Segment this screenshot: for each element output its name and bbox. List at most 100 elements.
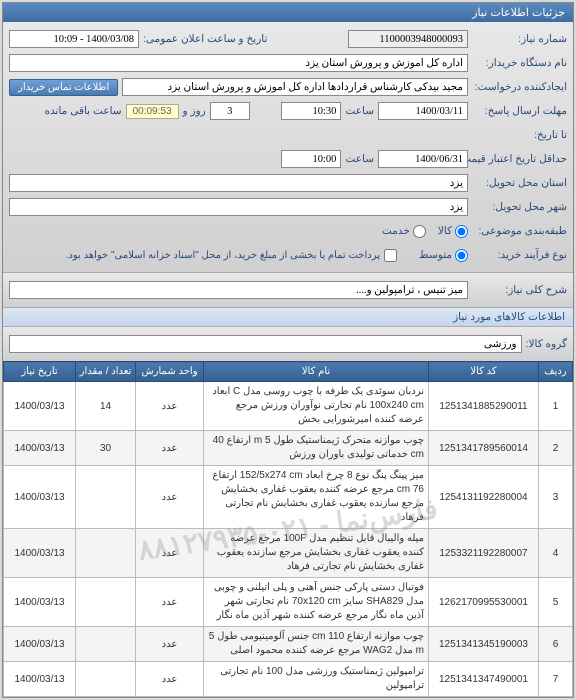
- cell-qty: [76, 627, 136, 662]
- radio-goods-input[interactable]: [455, 225, 468, 238]
- radio-service-label: خدمت: [382, 225, 410, 237]
- delivery-state-field: [9, 174, 468, 192]
- treasury-checkbox[interactable]: پرداخت تمام یا بخشی از مبلغ خرید، از محل…: [66, 249, 397, 262]
- items-section-header: اطلاعات کالاهای مورد نیاز: [3, 307, 573, 327]
- need-number-field: [348, 30, 468, 48]
- cell-code: 1251341345190003: [429, 627, 539, 662]
- cell-qty: [76, 466, 136, 529]
- cell-name: میز پینگ پنگ نوع 8 چرخ ابعاد 152/5x274 c…: [204, 466, 429, 529]
- cell-unit: عدد: [136, 529, 204, 578]
- cell-idx: 1: [539, 382, 573, 431]
- cell-qty: [76, 529, 136, 578]
- deadline-time-field: [281, 102, 341, 120]
- group-label: گروه کالا:: [526, 338, 567, 350]
- cell-idx: 4: [539, 529, 573, 578]
- cell-date: 1400/03/13: [4, 431, 76, 466]
- table-row[interactable]: 71251341347490001ترامپولین ژیمناستیک ورز…: [4, 662, 573, 697]
- cell-qty: 30: [76, 431, 136, 466]
- cell-qty: [76, 578, 136, 627]
- cell-idx: 3: [539, 466, 573, 529]
- need-number-label: شماره نیاز:: [472, 33, 567, 45]
- cell-name: ترامپولین ژیمناستیک ورزشی مدل 100 نام تج…: [204, 662, 429, 697]
- cell-date: 1400/03/13: [4, 662, 76, 697]
- budget-label: طبقه‌بندی موضوعی:: [472, 225, 567, 237]
- remain-label: ساعت باقی مانده: [45, 105, 122, 117]
- th-date: تاریخ نیاز: [4, 362, 76, 382]
- cell-name: نردبان سوئدی یک طرفه با چوب روسی مدل C ا…: [204, 382, 429, 431]
- process-label: نوع فرآیند خرید:: [472, 249, 567, 261]
- radio-medium-label: متوسط: [419, 249, 452, 261]
- cell-date: 1400/03/13: [4, 627, 76, 662]
- cell-name: چوب موازنه متحرک ژیمناستیک طول 5 m ارتفا…: [204, 431, 429, 466]
- summary-label: شرح کلی نیاز:: [472, 284, 567, 296]
- cell-unit: عدد: [136, 578, 204, 627]
- table-row[interactable]: 21251341789560014چوب موازنه متحرک ژیمناس…: [4, 431, 573, 466]
- table-row[interactable]: 11251341885290011نردبان سوئدی یک طرفه با…: [4, 382, 573, 431]
- th-code: کد کالا: [429, 362, 539, 382]
- cell-idx: 2: [539, 431, 573, 466]
- remain-days-field: [210, 102, 250, 120]
- items-table: ردیف کد کالا نام کالا واحد شمارش تعداد /…: [3, 361, 573, 697]
- contact-buyer-button[interactable]: اطلاعات تماس خریدار: [9, 79, 118, 96]
- treasury-checkbox-input[interactable]: [384, 249, 397, 262]
- saat-label-2: ساعت: [345, 153, 374, 165]
- cell-date: 1400/03/13: [4, 382, 76, 431]
- cell-code: 1251341885290011: [429, 382, 539, 431]
- th-idx: ردیف: [539, 362, 573, 382]
- cell-code: 1251341347490001: [429, 662, 539, 697]
- table-row[interactable]: 41253321192280007میله والیبال قابل تنظیم…: [4, 529, 573, 578]
- delivery-city-label: شهر محل تحویل:: [472, 201, 567, 213]
- th-qty: تعداد / مقدار: [76, 362, 136, 382]
- creator-label: ایجادکننده درخواست:: [472, 81, 567, 93]
- table-row[interactable]: 61251341345190003چوب موازنه ارتفاع 110 c…: [4, 627, 573, 662]
- cell-date: 1400/03/13: [4, 529, 76, 578]
- cell-code: 1254131192280004: [429, 466, 539, 529]
- announce-label: تاریخ و ساعت اعلان عمومی:: [143, 33, 267, 45]
- delivery-state-label: استان محل تحویل:: [472, 177, 567, 189]
- radio-service-input[interactable]: [413, 225, 426, 238]
- buyer-org-label: نام دستگاه خریدار:: [472, 57, 567, 69]
- cell-idx: 5: [539, 578, 573, 627]
- group-field: [9, 335, 522, 353]
- deadline-date-field: [378, 102, 468, 120]
- creator-field: [122, 78, 468, 96]
- table-area: فارس‌نما - ۰۲۱-۸۸۱۲۷۹۳۵ ردیف کد کالا نام…: [3, 361, 573, 697]
- budget-radio-goods[interactable]: کالا: [438, 225, 468, 238]
- cell-name: میله والیبال قابل تنظیم مدل 100F مرجع عر…: [204, 529, 429, 578]
- cell-qty: [76, 662, 136, 697]
- cell-unit: عدد: [136, 431, 204, 466]
- cell-code: 1253321192280007: [429, 529, 539, 578]
- cell-unit: عدد: [136, 466, 204, 529]
- cell-code: 1262170995530001: [429, 578, 539, 627]
- cell-unit: عدد: [136, 382, 204, 431]
- form-area: شماره نیاز: تاریخ و ساعت اعلان عمومی: نا…: [3, 22, 573, 272]
- cell-date: 1400/03/13: [4, 578, 76, 627]
- cell-idx: 6: [539, 627, 573, 662]
- until-label: تا تاریخ:: [472, 129, 567, 141]
- min-valid-time-field: [281, 150, 341, 168]
- treasury-checkbox-label: پرداخت تمام یا بخشی از مبلغ خرید، از محل…: [66, 250, 380, 261]
- table-header-row: ردیف کد کالا نام کالا واحد شمارش تعداد /…: [4, 362, 573, 382]
- budget-radio-group: کالا خدمت: [382, 225, 468, 238]
- radio-goods-label: کالا: [438, 225, 452, 237]
- process-radio-medium[interactable]: متوسط: [419, 249, 468, 262]
- table-row[interactable]: 31254131192280004میز پینگ پنگ نوع 8 چرخ …: [4, 466, 573, 529]
- table-row[interactable]: 51262170995530001فوتبال دستی پارکی جنس آ…: [4, 578, 573, 627]
- cell-idx: 7: [539, 662, 573, 697]
- summary-field: [9, 281, 468, 299]
- th-name: نام کالا: [204, 362, 429, 382]
- cell-code: 1251341789560014: [429, 431, 539, 466]
- buyer-org-field: [9, 54, 468, 72]
- cell-date: 1400/03/13: [4, 466, 76, 529]
- min-valid-label: حداقل تاریخ اعتبار قیمت:: [472, 153, 567, 165]
- deadline-label: مهلت ارسال پاسخ:: [472, 105, 567, 117]
- cell-unit: عدد: [136, 662, 204, 697]
- radio-medium-input[interactable]: [455, 249, 468, 262]
- budget-radio-service[interactable]: خدمت: [382, 225, 426, 238]
- countdown-timer: 00:09:53: [126, 104, 179, 119]
- cell-name: چوب موازنه ارتفاع 110 cm جنس آلومینیومی …: [204, 627, 429, 662]
- cell-unit: عدد: [136, 627, 204, 662]
- th-unit: واحد شمارش: [136, 362, 204, 382]
- announce-field: [9, 30, 139, 48]
- cell-name: فوتبال دستی پارکی جنس آهنی و پلی اتیلنی …: [204, 578, 429, 627]
